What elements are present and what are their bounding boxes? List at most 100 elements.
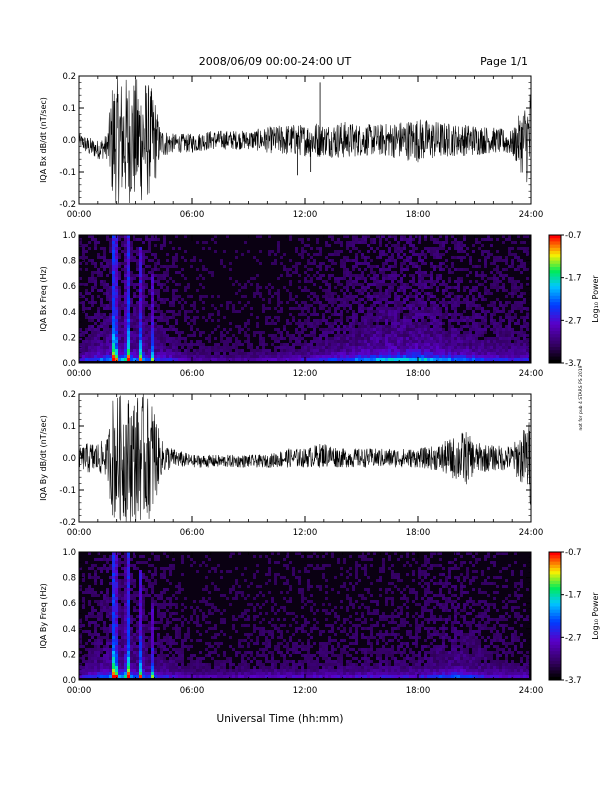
- spectrogram-cell: [370, 346, 373, 349]
- spectrogram-cell: [343, 346, 346, 349]
- spectrogram-cell: [136, 624, 139, 627]
- spectrogram-cell: [463, 352, 466, 355]
- spectrogram-cell: [148, 672, 151, 675]
- spectrogram-cell: [115, 241, 118, 244]
- spectrogram-cell: [268, 253, 271, 256]
- spectrogram-cell: [400, 331, 403, 334]
- spectrogram-cell: [499, 280, 502, 283]
- spectrogram-cell: [145, 660, 148, 663]
- spectrogram-cell: [319, 322, 322, 325]
- spectrogram-cell: [379, 271, 382, 274]
- spectrogram-cell: [106, 346, 109, 349]
- y-tick-label: 0.4: [62, 308, 76, 318]
- spectrogram-cell: [319, 265, 322, 268]
- spectrogram-cell: [373, 331, 376, 334]
- spectrogram-cell: [127, 358, 130, 361]
- spectrogram-cell: [304, 322, 307, 325]
- spectrogram-cell: [154, 304, 157, 307]
- spectrogram-cell: [442, 313, 445, 316]
- spectrogram-cell: [361, 334, 364, 337]
- spectrogram-cell: [169, 657, 172, 660]
- spectrogram-cell: [115, 630, 118, 633]
- spectrogram-cell: [490, 286, 493, 289]
- spectrogram-cell: [373, 340, 376, 343]
- spectrogram-cell: [520, 334, 523, 337]
- spectrogram-cell: [181, 624, 184, 627]
- spectrogram-cell: [91, 289, 94, 292]
- spectrogram-cell: [250, 277, 253, 280]
- spectrogram-cell: [307, 349, 310, 352]
- spectrogram-cell: [112, 349, 115, 352]
- spectrogram-cell: [163, 666, 166, 669]
- spectrogram-cell: [304, 349, 307, 352]
- spectrogram-cell: [112, 621, 115, 624]
- spectrogram-cell: [202, 316, 205, 319]
- spectrogram-cell: [163, 316, 166, 319]
- spectrogram-cell: [226, 355, 229, 358]
- spectrogram-cell: [328, 259, 331, 262]
- spectrogram-cell: [382, 280, 385, 283]
- spectrogram-cell: [154, 352, 157, 355]
- spectrogram-cell: [517, 334, 520, 337]
- spectrogram-cell: [388, 265, 391, 268]
- spectrogram-cell: [91, 669, 94, 672]
- spectrogram-cell: [205, 349, 208, 352]
- spectrogram-cell: [136, 289, 139, 292]
- spectrogram-cell: [157, 594, 160, 597]
- spectrogram-cell: [439, 283, 442, 286]
- spectrogram-cell: [259, 352, 262, 355]
- spectrogram-cell: [124, 609, 127, 612]
- spectrogram-cell: [430, 346, 433, 349]
- spectrogram-cell: [79, 256, 82, 259]
- colorbar-segment: [549, 260, 561, 265]
- spectrogram-cell: [199, 274, 202, 277]
- spectrogram-cell: [148, 352, 151, 355]
- spectrogram-cell: [376, 247, 379, 250]
- spectrogram-cell: [175, 259, 178, 262]
- spectrogram-cell: [511, 286, 514, 289]
- spectrogram-cell: [121, 331, 124, 334]
- spectrogram-cell: [376, 283, 379, 286]
- spectrogram-cell: [343, 304, 346, 307]
- spectrogram-cell: [145, 277, 148, 280]
- spectrogram-cell: [151, 292, 154, 295]
- spectrogram-cell: [292, 265, 295, 268]
- spectrogram-cell: [358, 322, 361, 325]
- spectrogram-cell: [334, 280, 337, 283]
- spectrogram-cell: [175, 349, 178, 352]
- spectrogram-cell: [472, 355, 475, 358]
- spectrogram-cell: [133, 600, 136, 603]
- spectrogram-cell: [475, 313, 478, 316]
- spectrogram-cell: [484, 280, 487, 283]
- spectrogram-cell: [124, 669, 127, 672]
- spectrogram-cell: [334, 337, 337, 340]
- spectrogram-cell: [451, 316, 454, 319]
- spectrogram-cell: [253, 292, 256, 295]
- spectrogram-cell: [124, 337, 127, 340]
- spectrogram-cell: [238, 328, 241, 331]
- spectrogram-cell: [91, 301, 94, 304]
- spectrogram-cell: [370, 289, 373, 292]
- spectrogram-cell: [181, 274, 184, 277]
- spectrogram-cell: [268, 307, 271, 310]
- spectrogram-cell: [388, 250, 391, 253]
- spectrogram-cell: [178, 295, 181, 298]
- spectrogram-cell: [403, 274, 406, 277]
- spectrogram-cell: [409, 349, 412, 352]
- spectrogram-cell: [424, 256, 427, 259]
- spectrogram-cell: [103, 627, 106, 630]
- spectrogram-cell: [88, 349, 91, 352]
- spectrogram-cell: [508, 235, 511, 238]
- spectrogram-cell: [139, 648, 142, 651]
- spectrogram-cell: [112, 337, 115, 340]
- spectrogram-cell: [367, 250, 370, 253]
- spectrogram-cell: [214, 250, 217, 253]
- spectrogram-cell: [382, 265, 385, 268]
- colorbar-segment: [549, 289, 561, 294]
- spectrogram-cell: [133, 235, 136, 238]
- spectrogram-cell: [310, 292, 313, 295]
- spectrogram-cell: [457, 286, 460, 289]
- spectrogram-cell: [382, 349, 385, 352]
- spectrogram-cell: [139, 286, 142, 289]
- spectrogram-cell: [235, 343, 238, 346]
